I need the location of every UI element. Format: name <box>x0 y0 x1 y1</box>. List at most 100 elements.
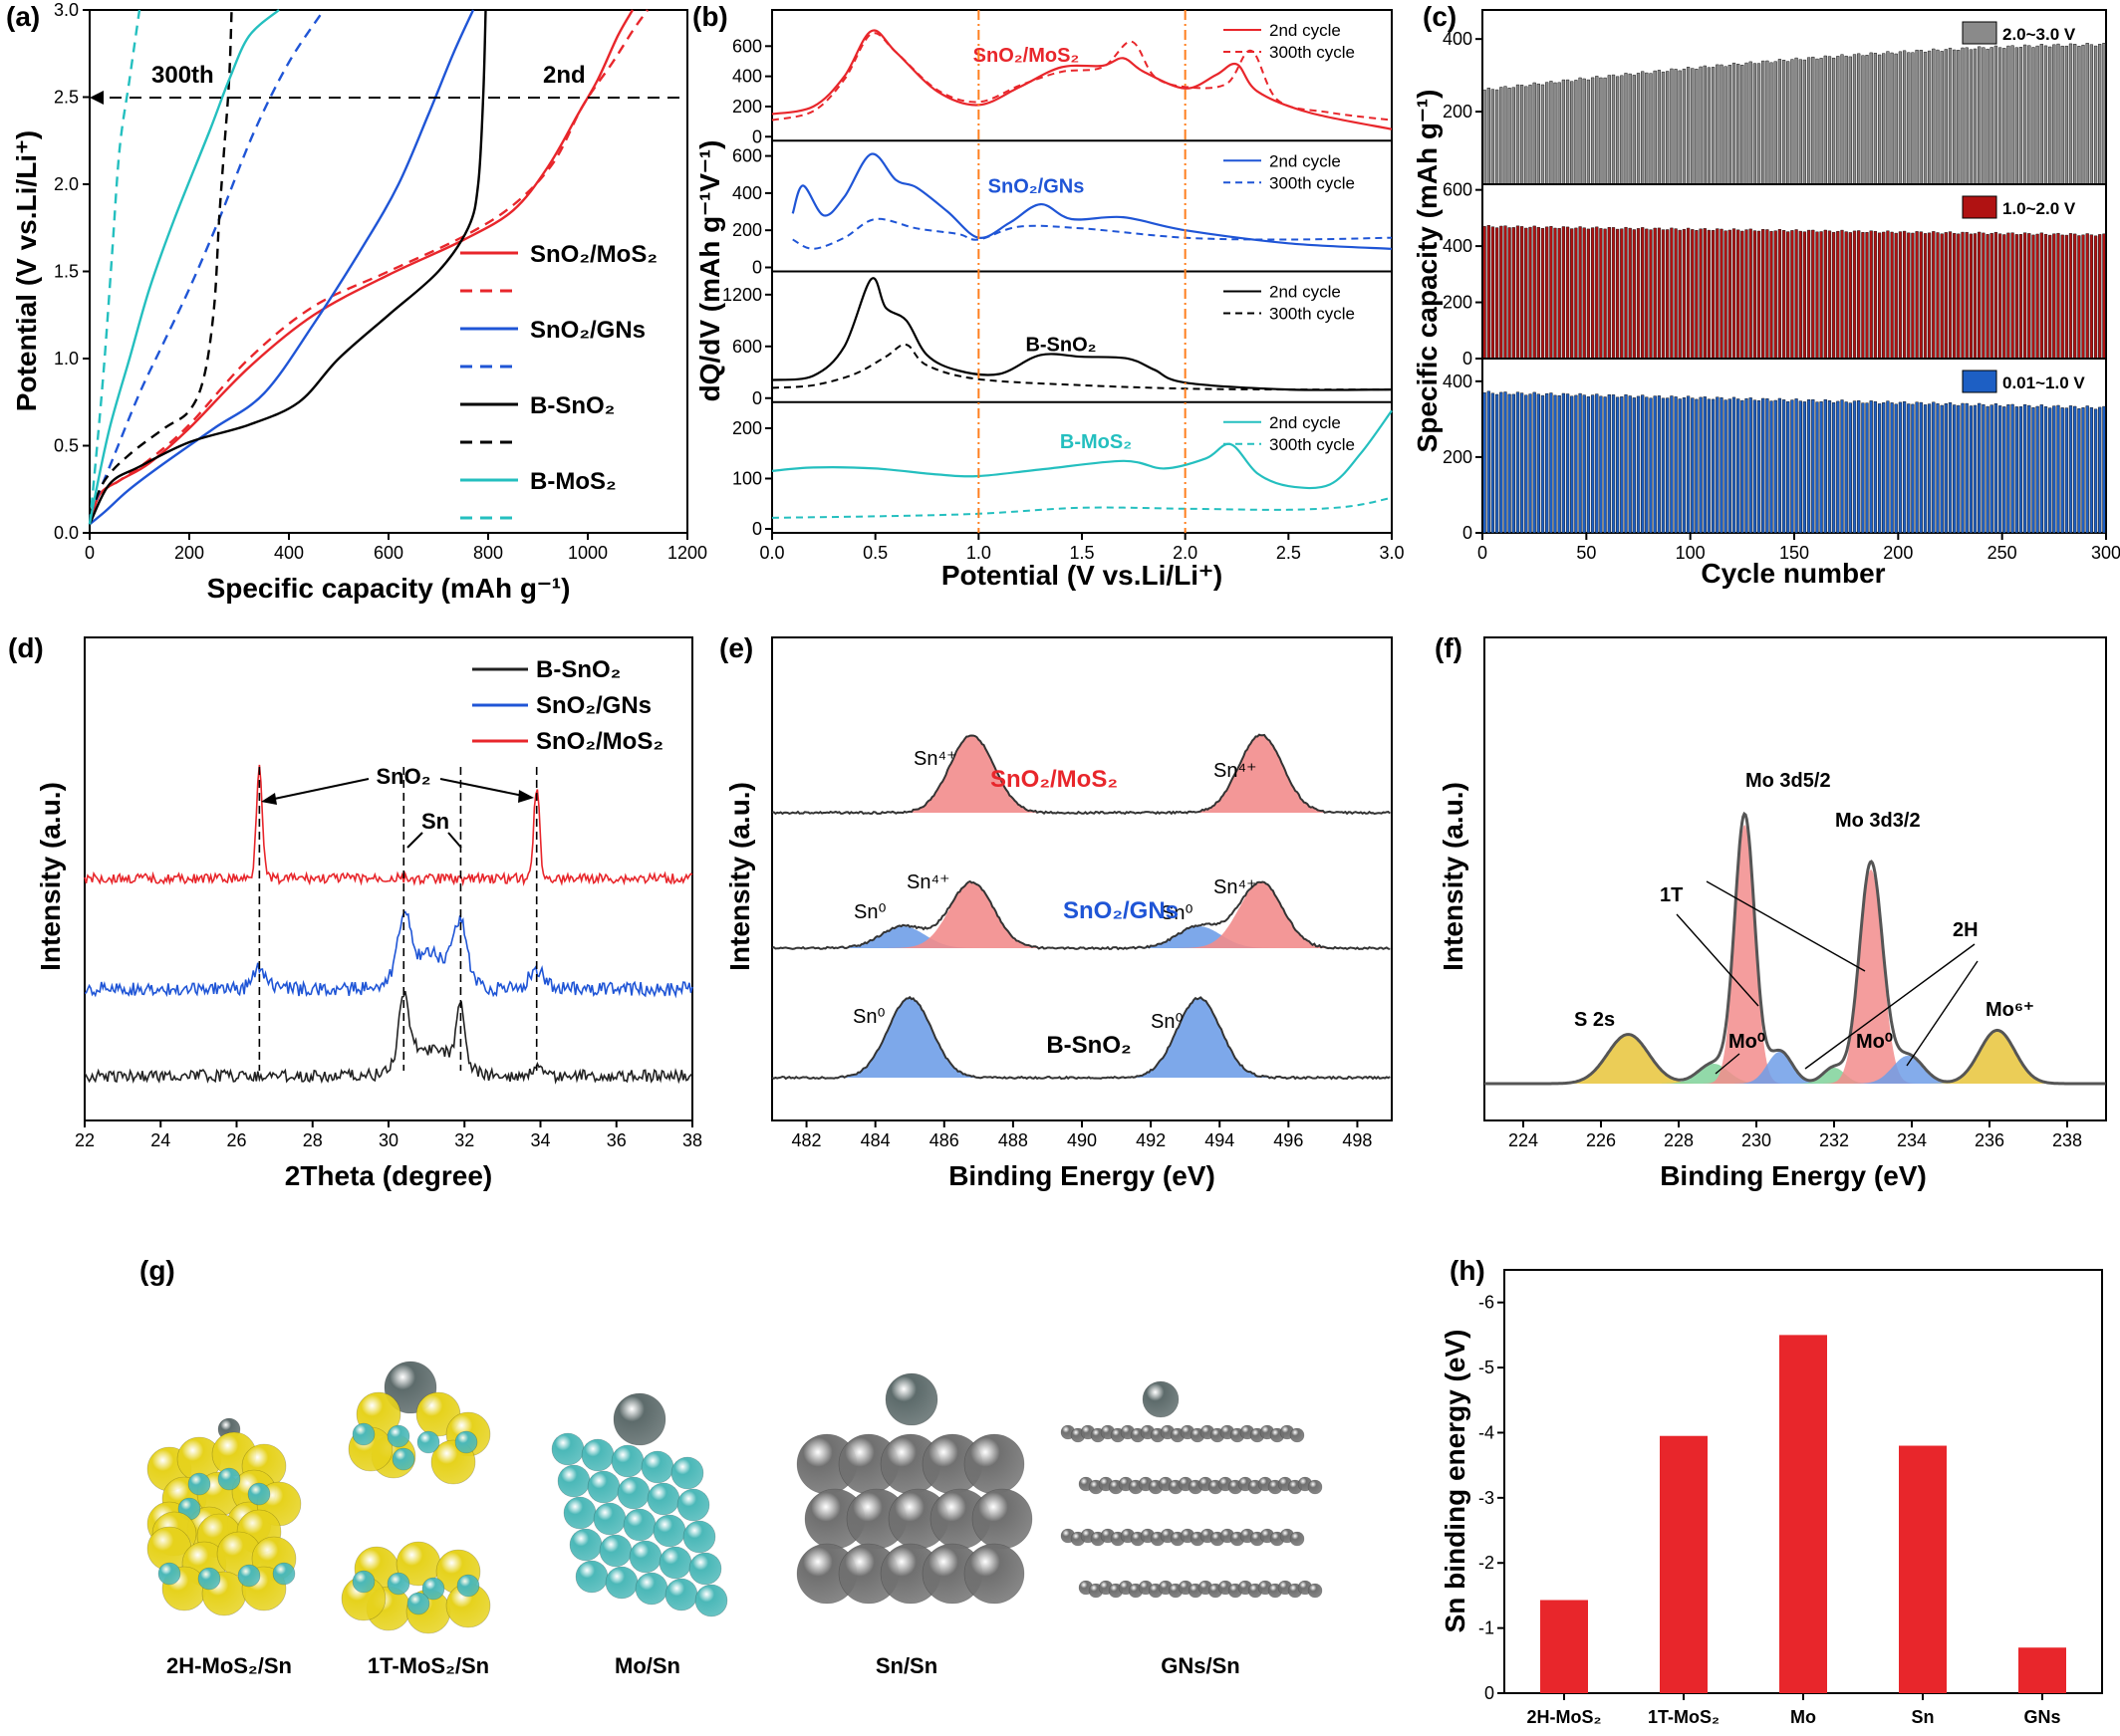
chart-a-xtick-label: 600 <box>374 543 403 563</box>
chart-d-trace-sno2-gns <box>84 910 693 999</box>
chart-e-label-sn4: Sn⁴⁺ <box>907 871 950 893</box>
mo-atom <box>593 1502 627 1536</box>
sn-lattice-atom <box>971 1488 1033 1550</box>
chart-h-xtick-label: 1T-MoS₂ <box>1648 1707 1720 1727</box>
chart-a-ylabel: Potential (V vs.Li/Li⁺) <box>11 130 42 411</box>
chart-f-xtick-label: 228 <box>1664 1130 1694 1150</box>
chart-c-legend-swatch <box>1962 21 1997 45</box>
chart-d-trace-b-sno2 <box>84 990 693 1085</box>
mo-atom <box>352 1570 376 1594</box>
chart-b-ytick-label: 1200 <box>722 285 762 305</box>
chart-b-line-300th-3 <box>771 496 1393 519</box>
chart-c-legend-swatch <box>1962 370 1997 393</box>
chart-a-arrowhead <box>90 91 104 105</box>
chart-c-bars-0 <box>1482 43 2106 185</box>
chart-b-xtick-label: 1.0 <box>966 543 991 563</box>
chart-h-ytick-label: -2 <box>1478 1553 1494 1573</box>
chart-e-ylabel: Intensity (a.u.) <box>724 782 755 971</box>
chart-d-trace-sno2-mos2 <box>84 764 693 887</box>
chart-b-ytick-label: 200 <box>732 220 762 240</box>
mo-atom <box>187 1472 211 1496</box>
chart-e-label-sn0: Sn⁰ <box>1151 1011 1183 1033</box>
chart-e-fill-Sn0 <box>1095 998 1303 1078</box>
panel-label-c: (c) <box>1423 1 1457 32</box>
mo-atom <box>197 1567 221 1591</box>
chart-f-component-6 <box>1843 1056 1973 1084</box>
chart-f-label-mo0: Mo⁰ <box>1728 1031 1765 1053</box>
chart-f-leader-line <box>1676 913 1759 1007</box>
chart-b-line-2nd-3 <box>771 409 1393 490</box>
sn-atom <box>613 1392 666 1446</box>
chart-f-component-3 <box>1726 1052 1832 1084</box>
molecule-label-1t-mos2-sn: 1T-MoS₂/Sn <box>368 1653 489 1678</box>
sn-atom <box>1142 1380 1180 1418</box>
chart-e-label-sn4: Sn⁴⁺ <box>1213 876 1257 898</box>
chart-a-legend-label: SnO₂/MoS₂ <box>530 241 658 268</box>
chart-e-fill-Sn4+ <box>868 882 1076 948</box>
sn-lattice-atom <box>963 1543 1025 1605</box>
chart-c-ytick-label: 600 <box>1443 180 1472 200</box>
chart-h: 0 -1 -2 -3 -4 -5 -6 2H-MoS₂ 1T-MoS₂ Mo Sn GNs Sn bi… <box>1440 1269 2103 1727</box>
chart-b-ytick-label: 400 <box>732 67 762 87</box>
chart-f-content: Mo 3d5/2Mo 3d3/2 1T 2H S 2s Mo⁰ Mo⁰ Mo⁶⁺ 224 226… <box>1484 770 2106 1150</box>
chart-a-ytick-label: 1.0 <box>54 349 79 369</box>
chart-b-ytick-label: 0 <box>752 388 762 408</box>
panel-label-f: (f) <box>1435 632 1462 663</box>
chart-h-ytick-label: -1 <box>1478 1618 1494 1638</box>
chart-c-ylabel: Specific capacity (mAh g⁻¹) <box>1412 90 1443 453</box>
mo-atom <box>551 1432 585 1466</box>
chart-e-xtick-label: 498 <box>1342 1130 1372 1150</box>
mo-atom <box>617 1476 651 1510</box>
chart-b-ytick-label: 600 <box>732 337 762 357</box>
chart-c-ytick-label: 400 <box>1443 372 1472 391</box>
chart-f-envelope <box>1484 811 2106 1086</box>
chart-h-bar-3 <box>1899 1445 1947 1693</box>
chart-h-bar-4 <box>2018 1647 2066 1693</box>
chart-b-legend-label: 2nd cycle <box>1269 151 1341 170</box>
chart-a-xlabel: Specific capacity (mAh g⁻¹) <box>207 573 571 604</box>
chart-b-ylabel: dQ/dV (mAh g⁻¹V⁻¹) <box>694 140 725 402</box>
mo-atom <box>587 1470 621 1504</box>
chart-a-legend: SnO₂/MoS₂ SnO₂/GNs B-SnO₂ B-MoS₂ <box>460 241 658 520</box>
sn-atom <box>885 1372 938 1426</box>
chart-d-ylabel: Intensity (a.u.) <box>35 782 66 971</box>
chart-b-xtick-label: 2.0 <box>1173 543 1197 563</box>
chart-f-xtick-label: 230 <box>1741 1130 1771 1150</box>
chart-b-ytick-label: 0 <box>752 126 762 146</box>
chart-b-line-300th-2 <box>771 343 1393 391</box>
chart-e-label-b-sno2: B-SnO₂ <box>1046 1032 1131 1059</box>
chart-b-xtick-label: 2.5 <box>1276 543 1301 563</box>
mo-atom <box>611 1444 645 1478</box>
chart-c-ytick-label: 0 <box>1462 523 1472 543</box>
chart-f-component-1 <box>1649 1064 1778 1084</box>
chart-h-ytick-label: -5 <box>1478 1358 1494 1377</box>
chart-a-xtick-label: 0 <box>85 543 95 563</box>
chart-b-ytick-label: 600 <box>732 36 762 56</box>
chart-f-xtick-label: 226 <box>1586 1130 1616 1150</box>
chart-d-xtick-label: 28 <box>303 1130 323 1150</box>
chart-b-legend-label: 2nd cycle <box>1269 413 1341 432</box>
chart-d-legend-label: SnO₂/GNs <box>536 692 652 719</box>
panel-label-g: (g) <box>139 1255 175 1286</box>
chart-h-ytick-label: -6 <box>1478 1293 1494 1313</box>
chart-c-xtick-label: 50 <box>1576 543 1596 563</box>
mo-atom <box>247 1482 271 1506</box>
chart-f-label-mo6: Mo⁶⁺ <box>1986 999 2034 1021</box>
molecule-label-sn-sn: Sn/Sn <box>876 1653 937 1678</box>
chart-e-xtick-label: 496 <box>1273 1130 1303 1150</box>
chart-e-label-sno2-gns: SnO₂/GNs <box>1063 897 1179 924</box>
chart-f-leader-line <box>1906 960 1979 1067</box>
chart-e-xlabel: Binding Energy (eV) <box>948 1160 1215 1191</box>
molecule-label-mo-sn: Mo/Sn <box>615 1653 680 1678</box>
chart-a: 0 200 400 600 800 1000 1200 0.0 0.5 1.0 1.5 2.0 2.5 3… <box>11 0 707 604</box>
mo-atom <box>387 1572 410 1596</box>
chart-b: 0 200 400 600 2nd cycle 300th cycle SnO₂/MoS₂ 0… <box>694 9 1405 591</box>
mo-atom <box>581 1438 615 1472</box>
chart-h-bar-1 <box>1660 1435 1708 1693</box>
mo-atom <box>557 1464 591 1498</box>
chart-h-xtick-label: GNs <box>2023 1707 2060 1727</box>
panel-label-a: (a) <box>6 1 40 32</box>
chart-d-arrow-sno2-right <box>439 778 529 798</box>
mo-atom <box>569 1528 603 1562</box>
chart-e-xtick-label: 494 <box>1204 1130 1234 1150</box>
